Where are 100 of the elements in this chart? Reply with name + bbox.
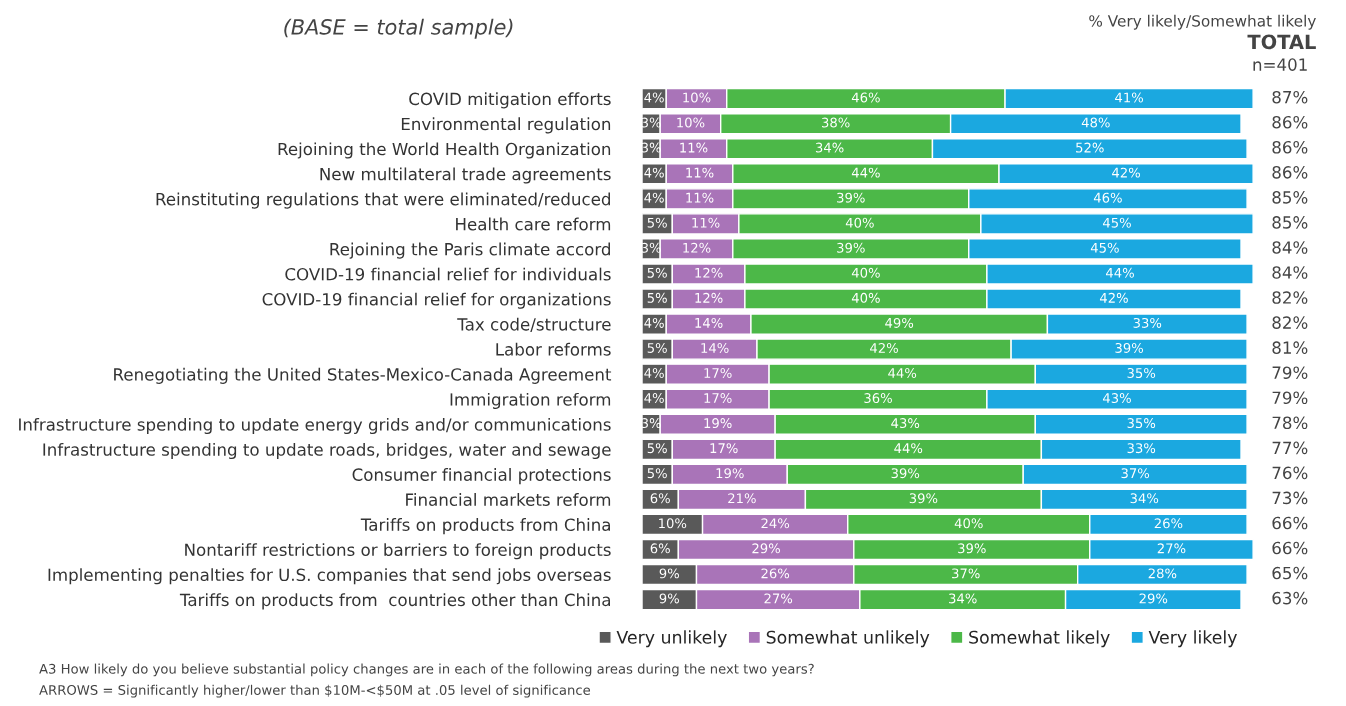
data-label: 6%	[650, 493, 670, 504]
legend-label: Very likely	[1148, 630, 1237, 648]
data-label: 29%	[1139, 593, 1168, 604]
data-label: 14%	[701, 342, 729, 353]
data-label: 33%	[1133, 317, 1162, 328]
data-label: 9%	[659, 593, 680, 604]
text: ARROWS = Significantly higher/lower than $10M-<$50M at .05 level of significance	[39, 684, 591, 698]
data-label: 39%	[1115, 342, 1144, 353]
text: 82%	[1272, 316, 1308, 329]
data-label: 40%	[851, 292, 880, 303]
data-label: 46%	[851, 92, 880, 103]
data-label: 26%	[1154, 518, 1183, 529]
text: 77%	[1272, 441, 1308, 455]
data-label: 4%	[644, 317, 664, 328]
text: 86%	[1272, 115, 1308, 129]
text: (BASE = total sample)	[284, 18, 513, 39]
data-label: 5%	[647, 342, 667, 353]
text: 87%	[1272, 90, 1308, 104]
text: 79%	[1272, 391, 1308, 405]
legend-label: Somewhat likely	[969, 630, 1110, 648]
y-tick-label: Rejoining the World Health Organization	[278, 142, 611, 159]
data-label: 37%	[1121, 468, 1150, 479]
text: 85%	[1272, 216, 1308, 229]
data-label: 11%	[686, 167, 714, 178]
data-label: 11%	[680, 142, 708, 153]
data-label: 29%	[752, 543, 781, 554]
data-label: 37%	[952, 568, 980, 579]
data-label: 42%	[870, 342, 898, 353]
data-label: 10%	[677, 117, 705, 128]
data-label: 10%	[683, 92, 711, 103]
y-tick-label: Health care reform	[456, 217, 611, 231]
data-label: 12%	[683, 242, 711, 253]
y-tick-label: Renegotiating the United States-Mexico-Canada Agreement	[114, 367, 612, 384]
text: 66%	[1272, 516, 1308, 530]
data-label: 33%	[1127, 443, 1156, 454]
y-tick-label: Tariffs on products from countries other than China	[179, 593, 610, 610]
text: 63%	[1272, 591, 1308, 605]
data-label: 24%	[761, 518, 790, 529]
data-label: 5%	[647, 217, 667, 228]
y-tick-label: Infrastructure spending to update energy grids and/or communications	[19, 417, 611, 435]
text: 73%	[1272, 491, 1308, 505]
data-label: 44%	[1106, 267, 1134, 278]
data-label: 44%	[888, 368, 917, 378]
y-tick-label: Financial markets reform	[406, 493, 611, 506]
data-label: 14%	[695, 317, 723, 328]
data-label: 5%	[647, 468, 667, 479]
text: A3 How likely do you believe substantial policy changes are in each of the following areas during the next two years?	[39, 663, 814, 677]
data-label: 44%	[894, 443, 923, 454]
data-label: 45%	[1102, 217, 1131, 228]
data-label: 17%	[704, 393, 732, 404]
legend-label: Somewhat unlikely	[766, 630, 930, 648]
text: 86%	[1272, 140, 1308, 154]
y-tick-label: COVID-19 financial relief for organizations	[262, 292, 611, 309]
text: 66%	[1272, 541, 1308, 555]
text: 65%	[1272, 566, 1308, 580]
text: n=401	[1253, 58, 1307, 71]
data-label: 19%	[704, 418, 732, 429]
text: 85%	[1272, 191, 1308, 204]
data-label: 4%	[644, 92, 664, 103]
data-label: 49%	[885, 317, 914, 328]
data-label: 36%	[864, 393, 892, 404]
y-tick-label: Infrastructure spending to update roads, bridges, water and sewage	[43, 442, 611, 460]
data-label: 35%	[1127, 368, 1156, 378]
data-label: 10%	[659, 518, 687, 529]
data-label: 38%	[822, 117, 850, 128]
data-label: 17%	[704, 368, 732, 378]
y-tick-label: Nontariff restrictions or barriers to foreign products	[185, 543, 611, 560]
y-tick-label: Reinstituting regulations that were eliminated/reduced	[156, 192, 610, 209]
data-label: 11%	[692, 217, 720, 228]
data-label: 4%	[644, 192, 664, 203]
data-label: 27%	[1157, 543, 1186, 554]
data-label: 12%	[695, 292, 723, 303]
y-tick-label: COVID-19 financial relief for individuals	[285, 267, 611, 281]
data-label: 35%	[1127, 418, 1156, 429]
data-label: 42%	[1112, 167, 1140, 178]
data-label: 9%	[659, 568, 680, 579]
text: 79%	[1272, 366, 1308, 379]
data-label: 40%	[851, 267, 880, 278]
text: 82%	[1272, 291, 1308, 304]
data-label: 43%	[891, 418, 920, 429]
data-label: 34%	[815, 142, 844, 153]
y-tick-label: Tax code/structure	[457, 317, 611, 332]
data-label: 43%	[1102, 393, 1131, 404]
data-label: 28%	[1148, 568, 1177, 579]
data-label: 39%	[958, 543, 986, 554]
data-label: 4%	[644, 368, 664, 378]
data-label: 5%	[647, 292, 667, 303]
y-tick-label: Implementing penalties for U.S. companies that send jobs overseas	[48, 568, 611, 585]
data-label: 27%	[764, 593, 793, 604]
y-tick-label: New multilateral trade agreements	[320, 167, 611, 184]
data-label: 6%	[650, 543, 670, 554]
data-label: 12%	[695, 267, 723, 278]
y-tick-label: Environmental regulation	[401, 117, 611, 134]
text: 84%	[1272, 241, 1308, 254]
data-label: 48%	[1081, 117, 1110, 128]
data-label: 41%	[1115, 92, 1144, 103]
text: 76%	[1272, 466, 1308, 480]
text: TOTAL	[1247, 34, 1316, 50]
data-label: 34%	[949, 593, 977, 604]
y-tick-label: Consumer financial protections	[352, 468, 611, 485]
